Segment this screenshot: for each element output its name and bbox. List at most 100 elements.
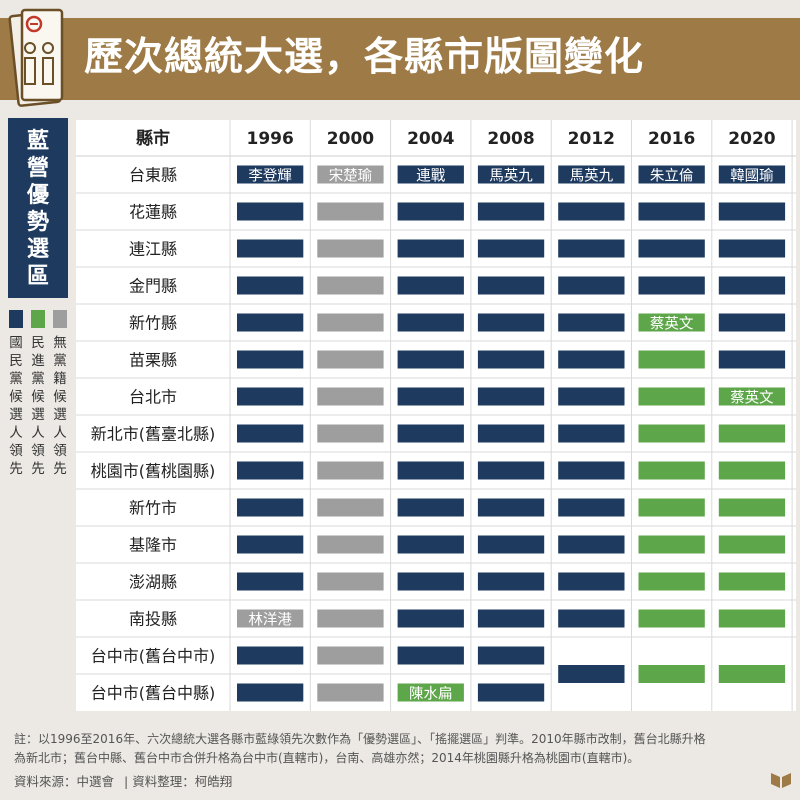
result-bar: [397, 572, 464, 591]
side-title-char: 區: [26, 264, 49, 289]
result-bar: [718, 313, 786, 332]
county-label: 新竹縣: [129, 314, 177, 333]
candidate-label: 林洋港: [248, 612, 292, 629]
legend-label: 民進黨候選人領先: [31, 335, 45, 477]
legend-swatch: [53, 310, 67, 328]
result-bar: [558, 202, 625, 221]
county-label: 新北市(舊臺北縣): [91, 425, 216, 444]
result-bar: [237, 535, 304, 554]
year-header: 2000: [327, 129, 374, 149]
result-bar: [237, 165, 304, 184]
result-bar: [317, 609, 384, 628]
result-bar: [237, 239, 304, 258]
compiler-text: 資料整理：柯皓翔: [132, 774, 233, 789]
result-bar: [558, 424, 625, 443]
result-bar: [718, 350, 786, 369]
result-bar: [718, 461, 786, 480]
year-header: 2008: [487, 129, 534, 149]
result-bar: [477, 387, 545, 406]
publisher-logo-icon: [771, 773, 791, 788]
candidate-label: 宋楚瑜: [329, 168, 373, 185]
result-bar: [237, 276, 304, 295]
result-bar: [317, 646, 384, 665]
result-bar: [317, 424, 384, 443]
result-bar: [477, 572, 545, 591]
result-bar: [718, 535, 786, 554]
candidate-label: 朱立倫: [650, 168, 694, 185]
result-bar: [317, 276, 384, 295]
county-label: 台北市: [129, 388, 177, 407]
result-bar: [317, 202, 384, 221]
county-label: 桃園市(舊桃園縣): [91, 462, 216, 481]
county-label: 苗栗縣: [129, 351, 177, 370]
result-bar: [718, 387, 786, 406]
result-bar: [477, 202, 545, 221]
result-bar: [397, 202, 464, 221]
legend-item: 國民黨候選人領先: [8, 310, 24, 478]
result-bar: [718, 165, 786, 184]
side-title-char: 選: [26, 237, 49, 262]
result-bar: [718, 424, 786, 443]
result-bar: [638, 276, 705, 295]
result-bar: [397, 239, 464, 258]
result-bar: [317, 350, 384, 369]
result-bar: [317, 683, 384, 702]
side-title-char: 優: [26, 183, 49, 208]
result-bar: [237, 646, 304, 665]
candidate-label: 李登輝: [248, 168, 292, 185]
result-bar: [558, 165, 625, 184]
result-bar: [397, 683, 464, 702]
result-bar: [397, 461, 464, 480]
result-bar: [558, 498, 625, 517]
result-bar: [558, 572, 625, 591]
result-bar: [237, 424, 304, 443]
side-title-char: 藍: [26, 129, 49, 154]
result-bar: [638, 424, 705, 443]
result-bar: [558, 665, 625, 683]
side-title-char: 勢: [26, 210, 49, 235]
source-text: 資料來源：中選會: [14, 774, 115, 789]
candidate-label: 蔡英文: [650, 315, 694, 333]
result-bar: [317, 313, 384, 332]
result-bar: [237, 572, 304, 591]
result-bar: [397, 424, 464, 443]
county-label: 南投縣: [129, 610, 177, 629]
result-bar: [397, 350, 464, 369]
year-header: 2012: [568, 129, 615, 149]
candidate-label: 韓國瑜: [730, 168, 774, 185]
result-bar: [397, 165, 464, 184]
result-bar: [317, 498, 384, 517]
result-bar: [638, 535, 705, 554]
footnote: 註：以1996至2016年、六次總統大選各縣市藍綠領先次數作為「優勢選區」、「搖…: [14, 730, 800, 768]
result-bar: [477, 609, 545, 628]
result-bar: [638, 350, 705, 369]
result-bar: [477, 683, 545, 702]
source-line: 資料來源：中選會 | 資料整理：柯皓翔: [14, 771, 232, 790]
ballot-icon: [8, 8, 64, 107]
result-bar: [477, 461, 545, 480]
county-label: 台東縣: [129, 166, 177, 185]
legend-label: 國民黨候選人領先: [9, 335, 23, 477]
result-bar: [558, 387, 625, 406]
county-label: 花蓮縣: [129, 203, 177, 222]
candidate-label: 陳水扁: [409, 686, 453, 703]
side-title: 藍營優勢選區: [8, 118, 68, 298]
page-title: 歷次總統大選，各縣市版圖變化: [84, 35, 645, 80]
result-bar: [718, 665, 786, 683]
result-bar: [317, 461, 384, 480]
result-bar: [477, 239, 545, 258]
result-bar: [718, 239, 786, 258]
candidate-label: 蔡英文: [730, 389, 774, 407]
result-bar: [477, 276, 545, 295]
legend-item: 無黨籍候選人領先: [52, 310, 68, 478]
result-bar: [317, 239, 384, 258]
source-separator: |: [124, 774, 129, 789]
result-bar: [638, 609, 705, 628]
year-header: 2020: [728, 129, 775, 149]
result-bar: [397, 498, 464, 517]
title-banner: 歷次總統大選，各縣市版圖變化: [0, 0, 800, 107]
result-bar: [237, 683, 304, 702]
result-bar: [638, 202, 705, 221]
result-bar: [397, 535, 464, 554]
result-bar: [558, 313, 625, 332]
